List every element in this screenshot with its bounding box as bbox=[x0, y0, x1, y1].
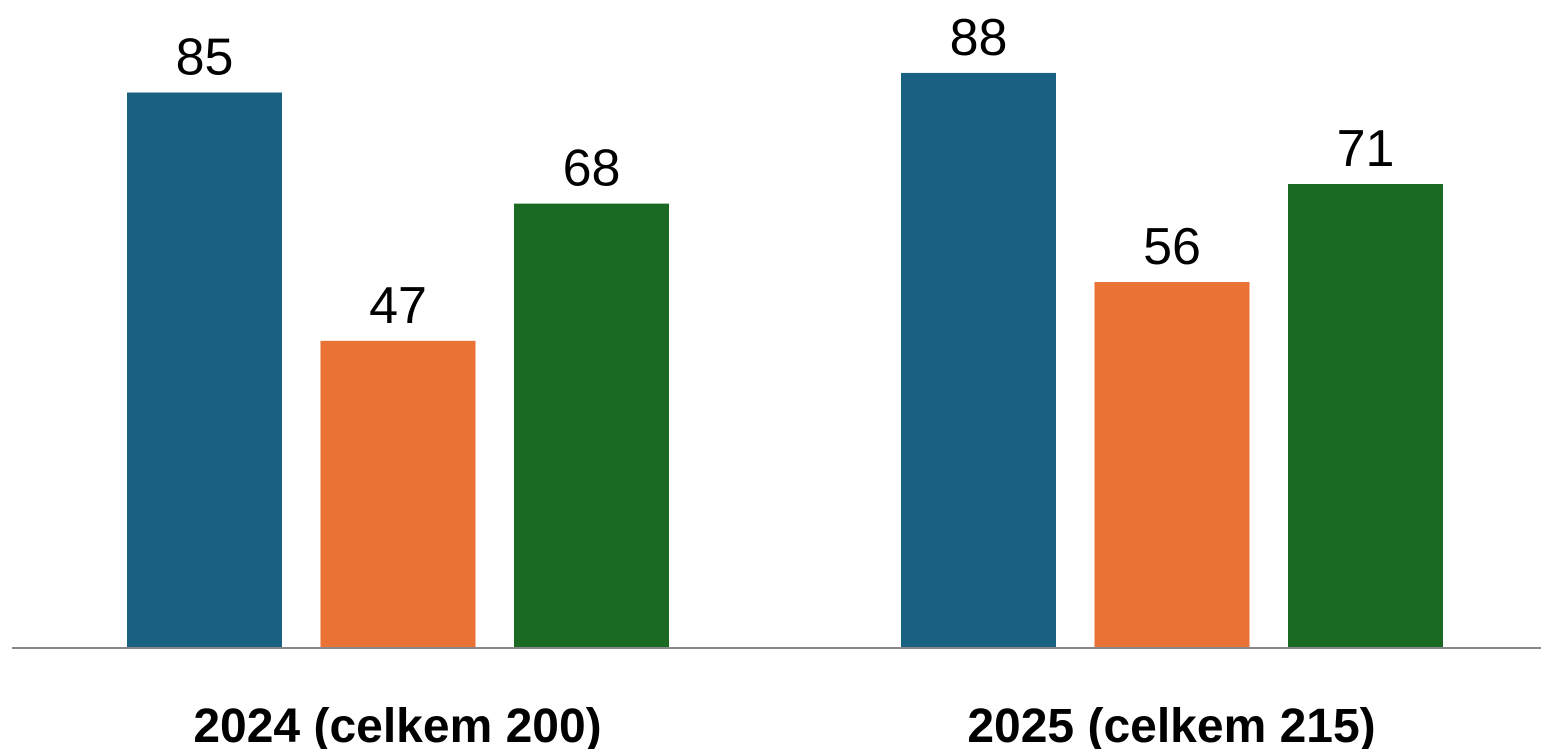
bar-2-1 bbox=[901, 72, 1056, 649]
value-label-1-2: 47 bbox=[369, 277, 427, 335]
value-label-2-2: 56 bbox=[1143, 218, 1201, 276]
category-label-1: 2024 (celkem 200) bbox=[193, 700, 601, 749]
value-labels-group: 85 47 68 88 56 71 bbox=[176, 9, 1395, 335]
bar-2-2 bbox=[1094, 282, 1250, 648]
bar-1-3 bbox=[514, 203, 669, 648]
value-label-2-1: 88 bbox=[950, 9, 1008, 67]
bar-2-3 bbox=[1288, 184, 1443, 648]
bar-1-2 bbox=[320, 340, 476, 648]
bars-group bbox=[127, 72, 1443, 649]
category-labels-group: 2024 (celkem 200) 2025 (celkem 215) bbox=[193, 700, 1375, 749]
bar-1-1 bbox=[127, 92, 282, 648]
value-label-1-3: 68 bbox=[563, 140, 621, 198]
value-label-1-1: 85 bbox=[176, 29, 234, 87]
value-label-2-3: 71 bbox=[1337, 120, 1395, 178]
category-label-2: 2025 (celkem 215) bbox=[967, 700, 1375, 749]
